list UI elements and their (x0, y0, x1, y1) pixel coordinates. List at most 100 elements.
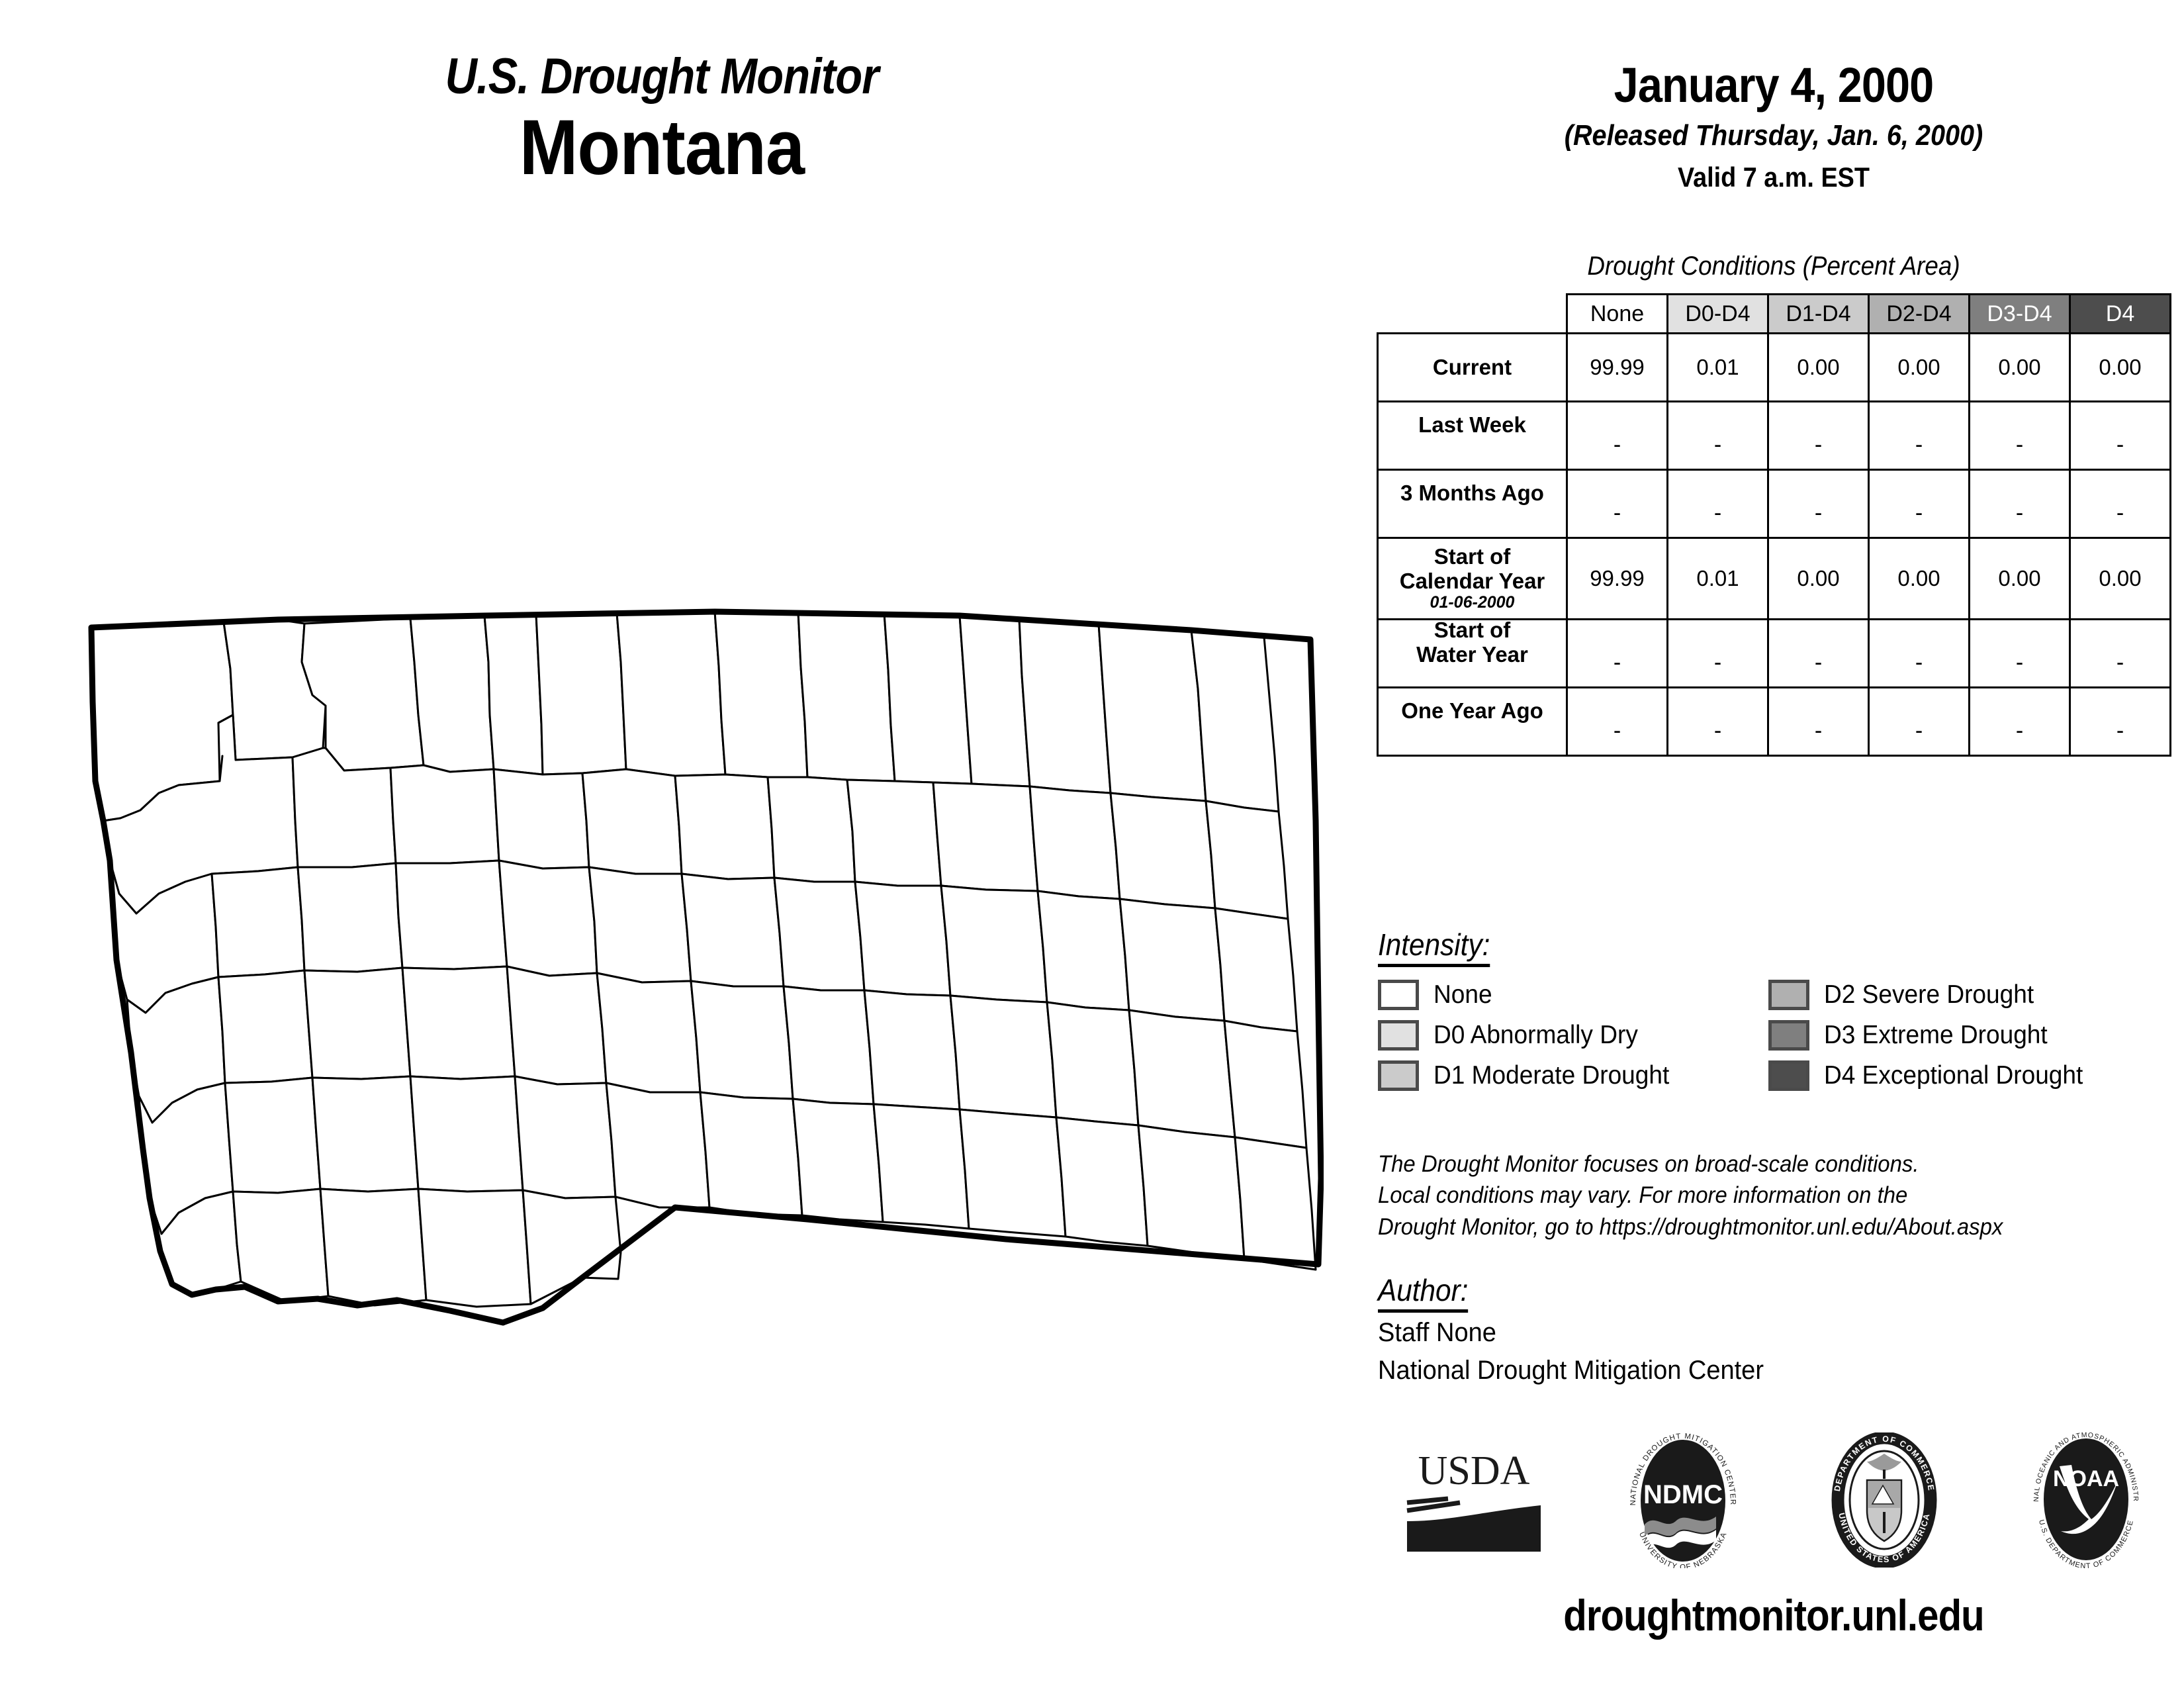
cell-current-d4: 0.00 (2069, 332, 2171, 402)
doc-logo-svg: DEPARTMENT OF COMMERCE UNITED STATES OF … (1831, 1431, 1937, 1568)
cell-current-d1d4: 0.00 (1767, 332, 1870, 402)
legend-label-d2: D2 Severe Drought (1824, 980, 2034, 1009)
legend-item-none: None (1378, 974, 1768, 1015)
legend-label-d3: D3 Extreme Drought (1824, 1021, 2048, 1049)
cell-scy-d2d4: 0.00 (1868, 537, 1970, 620)
cell-current-none: 99.99 (1566, 332, 1668, 402)
cell-last-week-d1d4: - (1767, 400, 1870, 471)
legend-item-d4: D4 Exceptional Drought (1768, 1055, 2159, 1096)
usda-logo-svg: USDA (1406, 1448, 1541, 1552)
county-boundaries (90, 610, 1317, 1308)
cell-scy-d4: 0.00 (2069, 537, 2171, 620)
cell-last-week-d4: - (2069, 400, 2171, 471)
ndmc-logo-svg: NDMC NATIONAL DROUGHT MITIGATION CENTER … (1629, 1432, 1736, 1571)
cell-1yr-none: - (1566, 686, 1668, 757)
cell-swy-d4: - (2069, 618, 2171, 688)
cell-scy-d3d4: 0.00 (1968, 537, 2071, 620)
cell-current-d2d4: 0.00 (1868, 332, 1970, 402)
cell-scy-d0d4: 0.01 (1666, 537, 1769, 620)
cell-swy-d3d4: - (1968, 618, 2071, 688)
doc-logo: DEPARTMENT OF COMMERCE UNITED STATES OF … (1819, 1431, 1949, 1571)
cell-1yr-d4: - (2069, 686, 2171, 757)
montana-map-svg[interactable] (79, 583, 1324, 1337)
table-row-current: Current 99.99 0.01 0.00 0.00 0.00 0.00 (1377, 332, 2171, 402)
col-header-d3d4: D3-D4 (1968, 293, 2071, 334)
row-label-swy: Start of Water Year (1416, 618, 1528, 667)
cell-1yr-d0d4: - (1666, 686, 1769, 757)
cell-last-week-d0d4: - (1666, 400, 1769, 471)
info-panel: January 4, 2000 (Released Thursday, Jan.… (1363, 0, 2184, 1688)
legend-label-d0: D0 Abnormally Dry (1433, 1021, 1638, 1049)
cell-3mo-d4: - (2069, 469, 2171, 539)
row-label-start-water-year: Start of Water Year (1377, 618, 1568, 688)
ndmc-wordmark: NDMC (1643, 1480, 1723, 1509)
page-title-program: U.S. Drought Monitor (445, 48, 880, 105)
cell-swy-d0d4: - (1666, 618, 1769, 688)
table-caption: Drought Conditions (Percent Area) (1587, 252, 1960, 281)
legend-label-d1: D1 Moderate Drought (1433, 1061, 1670, 1090)
table-body: Current 99.99 0.01 0.00 0.00 0.00 0.00 L… (1377, 332, 2171, 757)
cell-swy-none: - (1566, 618, 1668, 688)
legend-label-d4: D4 Exceptional Drought (1824, 1061, 2083, 1090)
table-row-3-months-ago: 3 Months Ago - - - - - - (1377, 469, 2171, 539)
col-header-d1d4: D1-D4 (1767, 293, 1870, 334)
col-header-d2d4: D2-D4 (1868, 293, 1970, 334)
row-label-last-week: Last Week (1377, 400, 1568, 471)
cell-last-week-none: - (1566, 400, 1668, 471)
row-label-start-calendar-year: Start of Calendar Year 01-06-2000 (1377, 537, 1568, 620)
cell-current-d3d4: 0.00 (1968, 332, 2071, 402)
author-affiliation: National Drought Mitigation Center (1378, 1355, 1764, 1385)
cell-3mo-d3d4: - (1968, 469, 2071, 539)
table-row-start-calendar-year: Start of Calendar Year 01-06-2000 99.99 … (1377, 537, 2171, 620)
col-header-d4: D4 (2069, 293, 2171, 334)
date-block: January 4, 2000 (Released Thursday, Jan.… (1363, 60, 2184, 194)
table-row-last-week: Last Week - - - - - - (1377, 400, 2171, 471)
row-sublabel-date: 01-06-2000 (1430, 593, 1515, 612)
swatch-d4-icon (1768, 1060, 1809, 1091)
table-row-one-year-ago: One Year Ago - - - - - - (1377, 686, 2171, 757)
cell-swy-d1d4: - (1767, 618, 1870, 688)
noaa-wordmark: NOAA (2053, 1466, 2119, 1491)
legend-item-d3: D3 Extreme Drought (1768, 1015, 2159, 1055)
cell-scy-none: 99.99 (1566, 537, 1668, 620)
table-corner-cell (1378, 295, 1567, 334)
logo-strip: USDA NDMC NATIONAL DROUGHT MITIGATION CE… (1383, 1426, 2171, 1574)
legend-item-d2: D2 Severe Drought (1768, 974, 2159, 1015)
cell-3mo-d1d4: - (1767, 469, 1870, 539)
valid-time: Valid 7 a.m. EST (1678, 162, 1870, 193)
swatch-d2-icon (1768, 979, 1809, 1010)
cell-swy-d2d4: - (1868, 618, 1970, 688)
cell-current-d0d4: 0.01 (1666, 332, 1769, 402)
cell-last-week-d2d4: - (1868, 400, 1970, 471)
swatch-d0-icon (1378, 1019, 1419, 1051)
release-date: (Released Thursday, Jan. 6, 2000) (1564, 118, 1983, 152)
row-label-line1: Start of (1433, 544, 1511, 569)
cell-3mo-d2d4: - (1868, 469, 1970, 539)
legend-item-d0: D0 Abnormally Dry (1378, 1015, 1768, 1055)
col-header-d0d4: D0-D4 (1666, 293, 1769, 334)
noaa-logo: NOAA NATIONAL OCEANIC AND ATMOSPHERIC AD… (2017, 1426, 2152, 1571)
cell-1yr-d1d4: - (1767, 686, 1870, 757)
cell-3mo-d0d4: - (1666, 469, 1769, 539)
drought-conditions-table: None D0-D4 D1-D4 D2-D4 D3-D4 D4 Current … (1377, 293, 2171, 757)
cell-3mo-none: - (1566, 469, 1668, 539)
swatch-d3-icon (1768, 1019, 1809, 1051)
ndmc-logo: NDMC NATIONAL DROUGHT MITIGATION CENTER … (1617, 1432, 1749, 1571)
noaa-logo-svg: NOAA NATIONAL OCEANIC AND ATMOSPHERIC AD… (2017, 1426, 2139, 1570)
montana-county-map[interactable] (79, 583, 1324, 1337)
intensity-legend: None D2 Severe Drought D0 Abnormally Dry… (1378, 974, 2172, 1096)
legend-item-d1: D1 Moderate Drought (1378, 1055, 1768, 1096)
title-block: U.S. Drought Monitor Montana (0, 52, 1324, 194)
usda-logo: USDA (1402, 1442, 1546, 1561)
table-header: None D0-D4 D1-D4 D2-D4 D3-D4 D4 (1378, 293, 2171, 334)
montana-state-outline (88, 608, 1324, 1326)
cell-1yr-d3d4: - (1968, 686, 2071, 757)
footer-url[interactable]: droughtmonitor.unl.edu (1563, 1591, 1984, 1640)
map-panel: U.S. Drought Monitor Montana (0, 52, 1324, 1337)
swatch-none-icon (1378, 979, 1419, 1010)
author-block: Staff None National Drought Mitigation C… (1378, 1314, 1764, 1389)
cell-last-week-d3d4: - (1968, 400, 2071, 471)
intensity-heading: Intensity: (1378, 927, 1490, 967)
author-heading: Author: (1378, 1272, 1469, 1313)
row-label-one-year-ago: One Year Ago (1377, 686, 1568, 757)
